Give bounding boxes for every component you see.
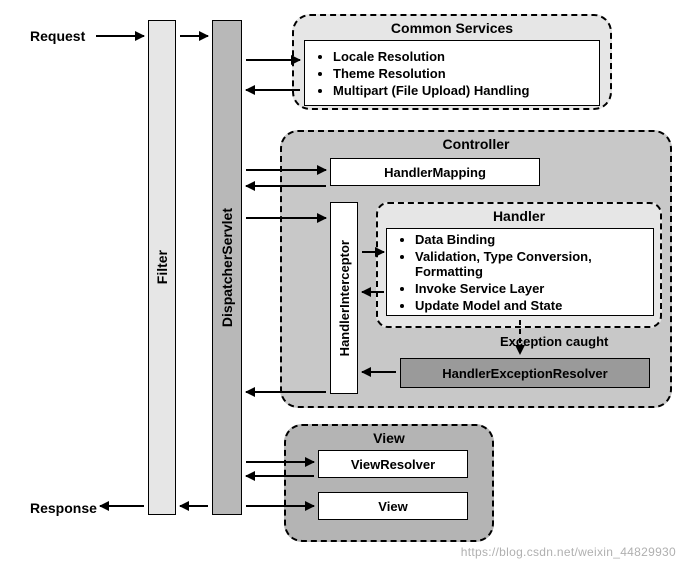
handler-item: Update Model and State [415,298,645,313]
view-panel: View [284,424,494,542]
filter-box: Filter [148,20,176,515]
view-box: View [318,492,468,520]
handler-title: Handler [493,208,545,224]
handler-interceptor-box: HandlerInterceptor [330,202,358,394]
request-label: Request [30,28,85,44]
common-services-list: Locale Resolution Theme Resolution Multi… [313,47,529,100]
handler-item: Validation, Type Conversion, Formatting [415,249,645,279]
response-label: Response [30,500,97,516]
controller-title: Controller [443,136,510,152]
dispatcher-box: DispatcherServlet [212,20,242,515]
handler-mapping-box: HandlerMapping [330,158,540,186]
handler-item: Invoke Service Layer [415,281,645,296]
watermark-text: https://blog.csdn.net/weixin_44829930 [461,545,676,559]
common-services-title: Common Services [391,20,513,36]
common-services-item: Locale Resolution [333,49,529,64]
handler-item: Data Binding [415,232,645,247]
view-panel-title: View [373,430,405,446]
view-resolver-box: ViewResolver [318,450,468,478]
common-services-box: Locale Resolution Theme Resolution Multi… [304,40,600,106]
handler-exception-resolver-box: HandlerExceptionResolver [400,358,650,388]
common-services-item: Multipart (File Upload) Handling [333,83,529,98]
dispatcher-text: DispatcherServlet [219,208,235,327]
handler-list: Data Binding Validation, Type Conversion… [395,230,645,315]
handler-box: Data Binding Validation, Type Conversion… [386,228,654,316]
common-services-item: Theme Resolution [333,66,529,81]
filter-text: Filter [154,250,170,284]
handler-interceptor-text: HandlerInterceptor [337,240,352,356]
exception-caught-label: Exception caught [500,334,608,349]
